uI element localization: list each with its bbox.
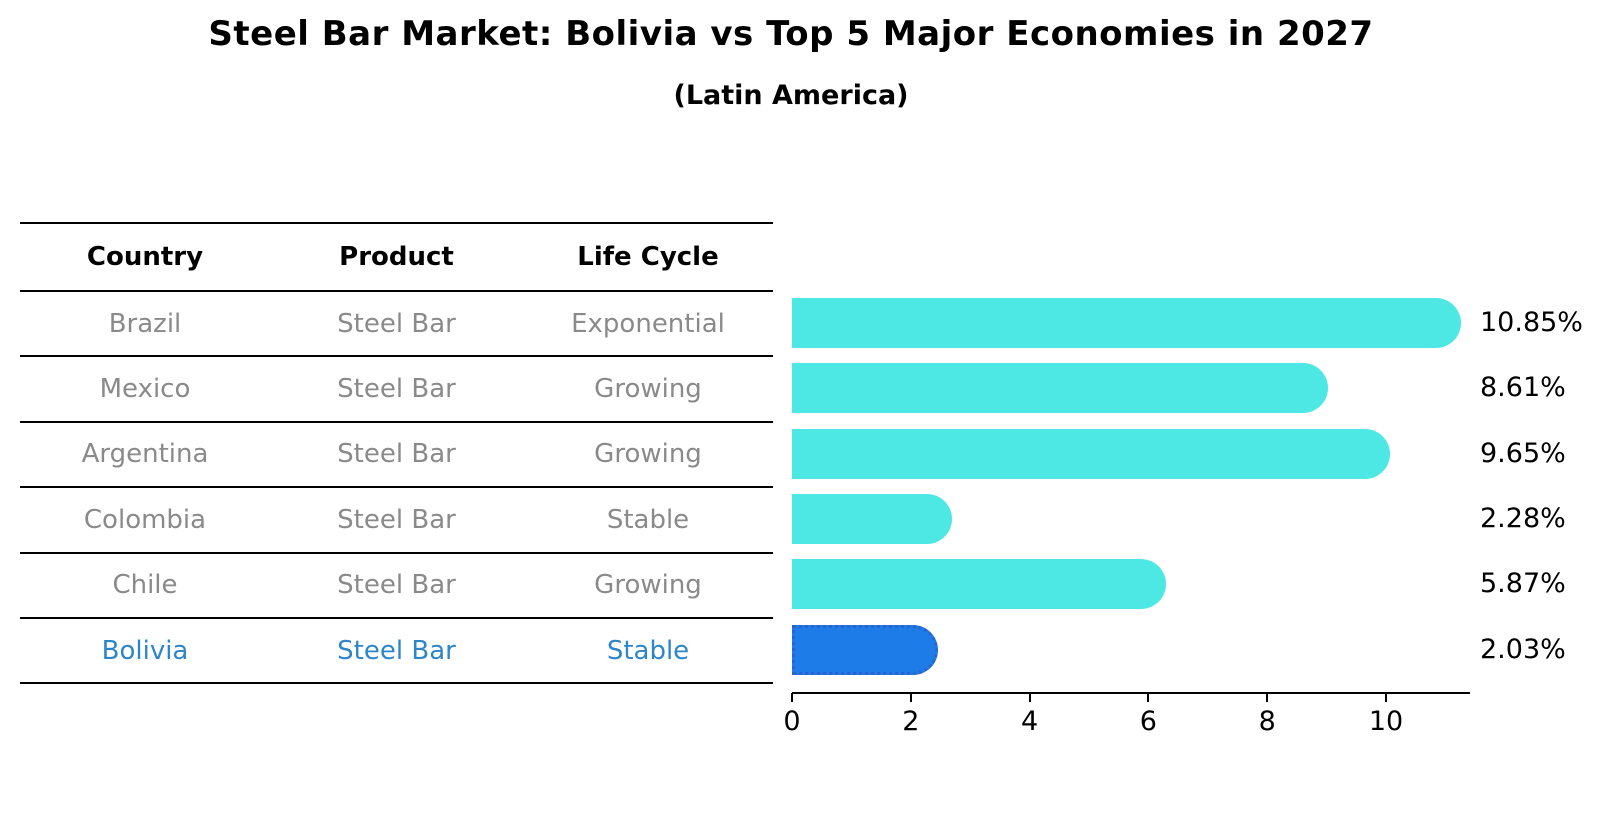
table-row-bolivia: Bolivia Steel Bar Stable — [20, 619, 773, 685]
x-axis-tick-label: 2 — [902, 706, 920, 737]
table-header-row: Country Product Life Cycle — [20, 224, 773, 292]
cell-product: Steel Bar — [337, 504, 456, 535]
cell-life-cycle: Growing — [594, 374, 702, 405]
cell-life-cycle: Growing — [594, 570, 702, 601]
bar-chile — [792, 559, 1166, 610]
cell-country: Brazil — [108, 308, 182, 339]
value-label-bolivia: 2.03% — [1480, 633, 1566, 665]
value-label-mexico: 8.61% — [1480, 372, 1566, 404]
table-body: Brazil Steel Bar Exponential Mexico Steel Ba… — [20, 292, 773, 685]
column-header-product: Product — [339, 242, 454, 272]
table-row-colombia: Colombia Steel Bar Stable — [20, 488, 773, 554]
x-axis-tick — [1266, 693, 1269, 702]
cell-product: Steel Bar — [337, 374, 456, 405]
summary-table: Country Product Life Cycle Brazil Steel Bar… — [20, 222, 773, 685]
x-axis-tick-label: 6 — [1139, 706, 1157, 737]
table-row-mexico: Mexico Steel Bar Growing — [20, 357, 773, 423]
cell-product: Steel Bar — [337, 635, 456, 666]
x-axis-tick-label: 4 — [1021, 706, 1039, 737]
column-header-country: Country — [86, 242, 204, 272]
cell-country: Argentina — [81, 439, 209, 470]
x-axis-tick — [1028, 693, 1031, 702]
cell-product: Steel Bar — [337, 570, 456, 601]
table-row-brazil: Brazil Steel Bar Exponential — [20, 292, 773, 358]
cell-life-cycle: Stable — [606, 504, 690, 535]
cell-country: Colombia — [83, 504, 207, 535]
cell-life-cycle: Exponential — [571, 308, 725, 339]
value-label-chile: 5.87% — [1480, 568, 1566, 600]
x-axis-tick — [1147, 693, 1150, 702]
cell-product: Steel Bar — [337, 308, 456, 339]
cell-product: Steel Bar — [337, 439, 456, 470]
cell-life-cycle: Stable — [606, 635, 690, 666]
x-axis-tick — [1385, 693, 1387, 702]
bar-argentina — [792, 428, 1391, 479]
chart-header: Steel Bar Market: Bolivia vs Top 5 Major… — [0, 0, 1582, 111]
value-label-colombia: 2.28% — [1480, 502, 1566, 534]
cell-country: Bolivia — [101, 635, 189, 666]
bar-bolivia — [792, 624, 938, 675]
x-axis-tick-label: 0 — [783, 706, 801, 737]
x-axis-tick-label: 8 — [1258, 706, 1276, 737]
chart-subtitle: (Latin America) — [673, 80, 909, 111]
x-axis-tick-label: 10 — [1368, 706, 1404, 737]
x-axis-tick — [791, 693, 793, 702]
value-label-argentina: 9.65% — [1480, 437, 1566, 469]
cell-country: Chile — [112, 570, 178, 601]
value-label-brazil: 10.85% — [1480, 306, 1583, 338]
x-axis-tick — [909, 693, 912, 702]
bar-plot: 0 2 4 6 8 10 — [783, 272, 1470, 737]
bar-mexico — [792, 363, 1329, 414]
chart-title: Steel Bar Market: Bolivia vs Top 5 Major… — [208, 14, 1374, 54]
column-header-life-cycle: Life Cycle — [577, 242, 719, 272]
bar-colombia — [792, 493, 953, 544]
bar-brazil — [792, 297, 1462, 348]
table-row-argentina: Argentina Steel Bar Growing — [20, 423, 773, 489]
table-row-chile: Chile Steel Bar Growing — [20, 554, 773, 619]
cell-life-cycle: Growing — [594, 439, 702, 470]
cell-country: Mexico — [99, 374, 191, 405]
